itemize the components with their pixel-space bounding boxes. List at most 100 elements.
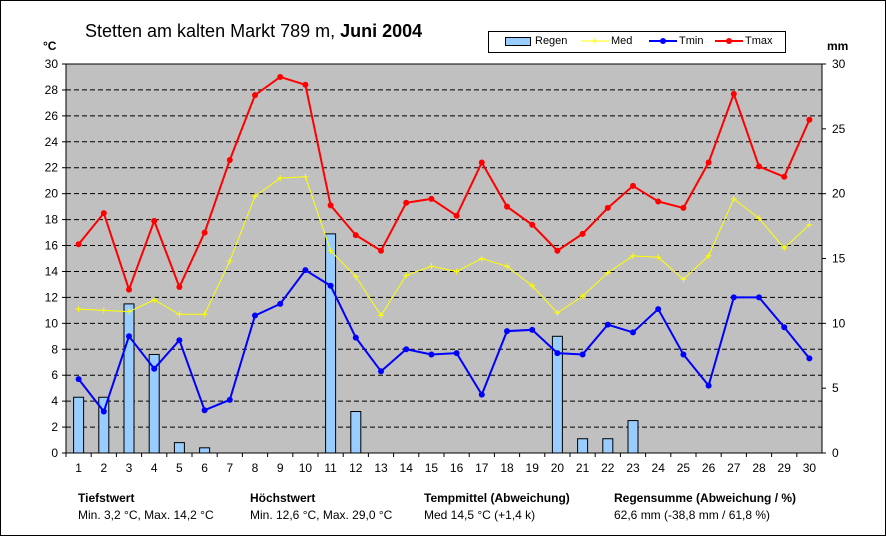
stat-hoechstwert-text: Min. 12,6 °C, Max. 29,0 °C bbox=[250, 508, 393, 522]
rain-bar bbox=[173, 442, 185, 454]
rain-bar bbox=[627, 420, 639, 454]
x-axis-tick-label: 15 bbox=[425, 461, 439, 475]
series-point-med bbox=[151, 296, 158, 303]
rain-bar bbox=[73, 396, 85, 454]
x-axis-tick-label: 10 bbox=[299, 461, 313, 475]
legend-item-regen: Regen bbox=[505, 35, 569, 49]
series-point-tmax bbox=[302, 81, 309, 88]
series-point-tmin bbox=[655, 306, 662, 313]
stat-tiefstwert-text: Min. 3,2 °C, Max. 14,2 °C bbox=[78, 508, 214, 522]
series-point-tmax bbox=[453, 212, 460, 219]
series-point-tmax bbox=[756, 163, 762, 170]
x-axis-tick-label: 11 bbox=[324, 461, 337, 475]
series-point-tmax bbox=[781, 173, 788, 180]
series-point-tmax bbox=[277, 73, 284, 80]
series-point-tmin bbox=[529, 326, 536, 333]
series-point-tmin bbox=[579, 351, 586, 358]
legend-med-label: Med bbox=[611, 35, 633, 47]
x-axis-tick-label: 14 bbox=[400, 461, 414, 475]
left-axis-tick-label: 12 bbox=[45, 290, 59, 304]
left-axis-tick-label: 28 bbox=[45, 83, 59, 97]
series-point-med bbox=[756, 215, 762, 222]
series-point-med bbox=[579, 293, 586, 300]
series-point-med bbox=[403, 272, 410, 279]
series-point-med bbox=[630, 252, 636, 259]
series-point-tmin bbox=[730, 294, 737, 301]
series-point-tmax bbox=[226, 156, 233, 163]
series-point-tmax bbox=[579, 230, 586, 237]
left-axis-tick-label: 20 bbox=[45, 187, 59, 201]
stat-tempmittel-text: Med 14,5 °C (+1,4 k) bbox=[424, 508, 536, 522]
x-axis-tick-label: 30 bbox=[803, 461, 817, 475]
right-axis-tick-label: 20 bbox=[832, 187, 846, 201]
left-axis-tick-label: 22 bbox=[45, 161, 59, 175]
series-point-tmin bbox=[252, 312, 258, 319]
x-axis-tick-label: 13 bbox=[374, 461, 388, 475]
series-point-tmin bbox=[151, 365, 158, 372]
left-axis-tick-label: 26 bbox=[45, 109, 59, 123]
chart-title-prefix: Stetten am kalten Markt 789 m, bbox=[85, 21, 336, 41]
stat-tempmittel-heading: Tempmittel (Abweichung) bbox=[424, 491, 570, 505]
legend-med-swatch bbox=[581, 38, 609, 44]
series-point-tmax bbox=[680, 204, 687, 211]
series-point-tmax bbox=[176, 284, 183, 291]
series-point-tmax bbox=[352, 232, 359, 239]
legend-item-tmin: Tmin bbox=[649, 35, 709, 49]
series-point-tmin bbox=[327, 282, 334, 289]
rain-bar bbox=[148, 353, 160, 454]
left-axis-tick-label: 0 bbox=[51, 446, 58, 460]
series-point-tmin bbox=[403, 346, 410, 353]
right-axis-tick-label: 30 bbox=[832, 57, 846, 71]
series-line-med bbox=[78, 176, 810, 317]
series-point-med bbox=[126, 308, 132, 315]
legend-tmin-label: Tmin bbox=[679, 35, 704, 47]
left-axis-tick-label: 8 bbox=[51, 342, 58, 356]
series-point-tmin bbox=[478, 391, 485, 398]
series-point-tmin bbox=[226, 396, 233, 403]
series-point-tmax bbox=[378, 247, 384, 254]
series-point-med bbox=[327, 247, 334, 254]
x-axis-tick-label: 28 bbox=[752, 461, 766, 475]
x-axis-tick-label: 24 bbox=[652, 461, 666, 475]
stat-tiefstwert: Tiefstwert Min. 3,2 °C, Max. 14,2 °C bbox=[78, 490, 214, 524]
series-point-tmax bbox=[529, 221, 536, 228]
legend-tmax-swatch bbox=[715, 38, 743, 44]
series-point-med bbox=[554, 309, 561, 316]
series-point-med bbox=[604, 269, 611, 276]
x-axis-tick-label: 22 bbox=[601, 461, 615, 475]
series-point-tmin bbox=[277, 300, 284, 307]
series-point-med bbox=[705, 252, 712, 259]
legend-tmax-label: Tmax bbox=[745, 35, 773, 47]
x-axis-tick-label: 5 bbox=[176, 461, 183, 475]
series-point-med bbox=[352, 273, 359, 280]
x-axis-tick-label: 9 bbox=[277, 461, 284, 475]
series-point-tmin bbox=[126, 333, 132, 340]
series-point-tmax bbox=[504, 203, 510, 210]
x-axis-tick-label: 21 bbox=[576, 461, 590, 475]
legend-item-tmax: Tmax bbox=[715, 35, 779, 49]
series-point-med bbox=[504, 263, 510, 270]
x-axis-tick-label: 17 bbox=[475, 461, 489, 475]
right-axis-tick-label: 5 bbox=[832, 381, 839, 395]
series-point-med bbox=[75, 306, 82, 313]
series-point-tmax bbox=[730, 90, 737, 97]
x-axis-tick-label: 18 bbox=[500, 461, 514, 475]
series-point-tmax bbox=[604, 204, 611, 211]
series-point-med bbox=[453, 268, 460, 275]
series-point-tmin bbox=[604, 321, 611, 328]
series-point-med bbox=[730, 195, 737, 202]
series-point-tmax bbox=[428, 195, 435, 202]
series-point-tmax bbox=[151, 217, 158, 224]
series-point-tmax bbox=[655, 198, 662, 205]
series-point-tmin bbox=[176, 337, 183, 344]
series-point-tmin bbox=[201, 407, 208, 414]
series-point-tmax bbox=[554, 247, 561, 254]
x-axis-tick-label: 4 bbox=[151, 461, 158, 475]
series-point-med bbox=[781, 245, 788, 252]
stat-regensumme: Regensumme (Abweichung / %) 62,6 mm (-38… bbox=[614, 490, 796, 524]
rain-bar bbox=[123, 303, 135, 454]
rain-bar bbox=[98, 396, 110, 454]
x-axis-tick-label: 19 bbox=[526, 461, 540, 475]
